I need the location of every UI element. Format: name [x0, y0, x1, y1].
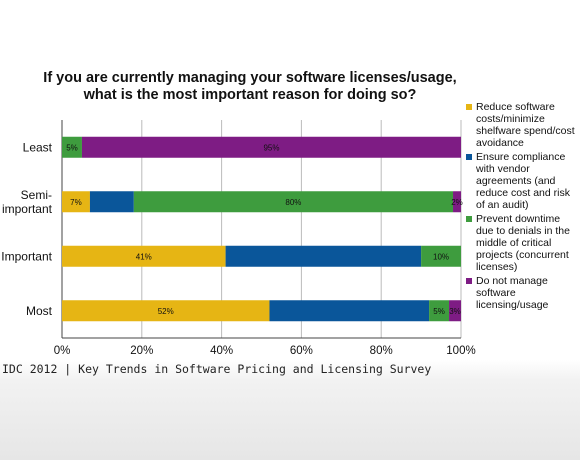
data-label: 52% [158, 307, 174, 316]
bar-segment [62, 300, 270, 322]
data-label: 5% [66, 143, 78, 152]
legend-item: Ensure compliance with vendor agreements… [466, 151, 580, 211]
bar-segment [89, 191, 134, 213]
bar-segment [62, 245, 226, 267]
category-label: Most [26, 304, 53, 318]
legend-swatch [466, 154, 472, 160]
x-tick-label: 40% [210, 345, 233, 357]
bar-segment [449, 300, 461, 322]
bar-segment [225, 245, 422, 267]
source-caption: IDC 2012 | Key Trends in Software Pricin… [2, 362, 432, 376]
bar-segment [133, 191, 454, 213]
data-label: 3% [449, 307, 461, 316]
legend-swatch [466, 216, 472, 222]
x-tick-label: 0% [54, 345, 71, 357]
category-label: Important [1, 249, 52, 263]
legend-swatch [466, 104, 472, 110]
category-label: Semi-important [2, 188, 53, 216]
x-tick-label: 100% [446, 345, 475, 357]
legend: Reduce software costs/minimize shelfware… [466, 101, 580, 313]
data-label: 2% [451, 198, 463, 207]
bar-segment [269, 300, 430, 322]
legend-label: Ensure compliance with vendor agreements… [476, 151, 570, 211]
x-tick-label: 20% [130, 345, 153, 357]
x-tick-label: 60% [290, 345, 313, 357]
legend-label: Do not manage software licensing/usage [476, 275, 549, 311]
legend-item: Reduce software costs/minimize shelfware… [466, 101, 580, 149]
bar-segment [429, 300, 450, 322]
bar-segment [62, 136, 82, 158]
legend-label: Prevent downtime due to denials in the m… [476, 213, 570, 273]
legend-label: Reduce software costs/minimize shelfware… [476, 101, 575, 149]
data-label: 10% [433, 252, 449, 261]
bar-segment [453, 191, 461, 213]
data-label: 41% [136, 252, 152, 261]
legend-item: Prevent downtime due to denials in the m… [466, 213, 580, 273]
bar-segment [421, 245, 461, 267]
bar-segment [62, 191, 90, 213]
legend-swatch [466, 278, 472, 284]
x-tick-label: 80% [370, 345, 393, 357]
data-label: 5% [433, 307, 445, 316]
data-label: 80% [285, 198, 301, 207]
legend-item: Do not manage software licensing/usage [466, 275, 580, 311]
bar-segment [81, 136, 461, 158]
chart-title: If you are currently managing your softw… [43, 70, 457, 103]
data-label: 95% [263, 143, 279, 152]
data-label: 7% [70, 198, 82, 207]
category-label: Least [23, 140, 53, 154]
